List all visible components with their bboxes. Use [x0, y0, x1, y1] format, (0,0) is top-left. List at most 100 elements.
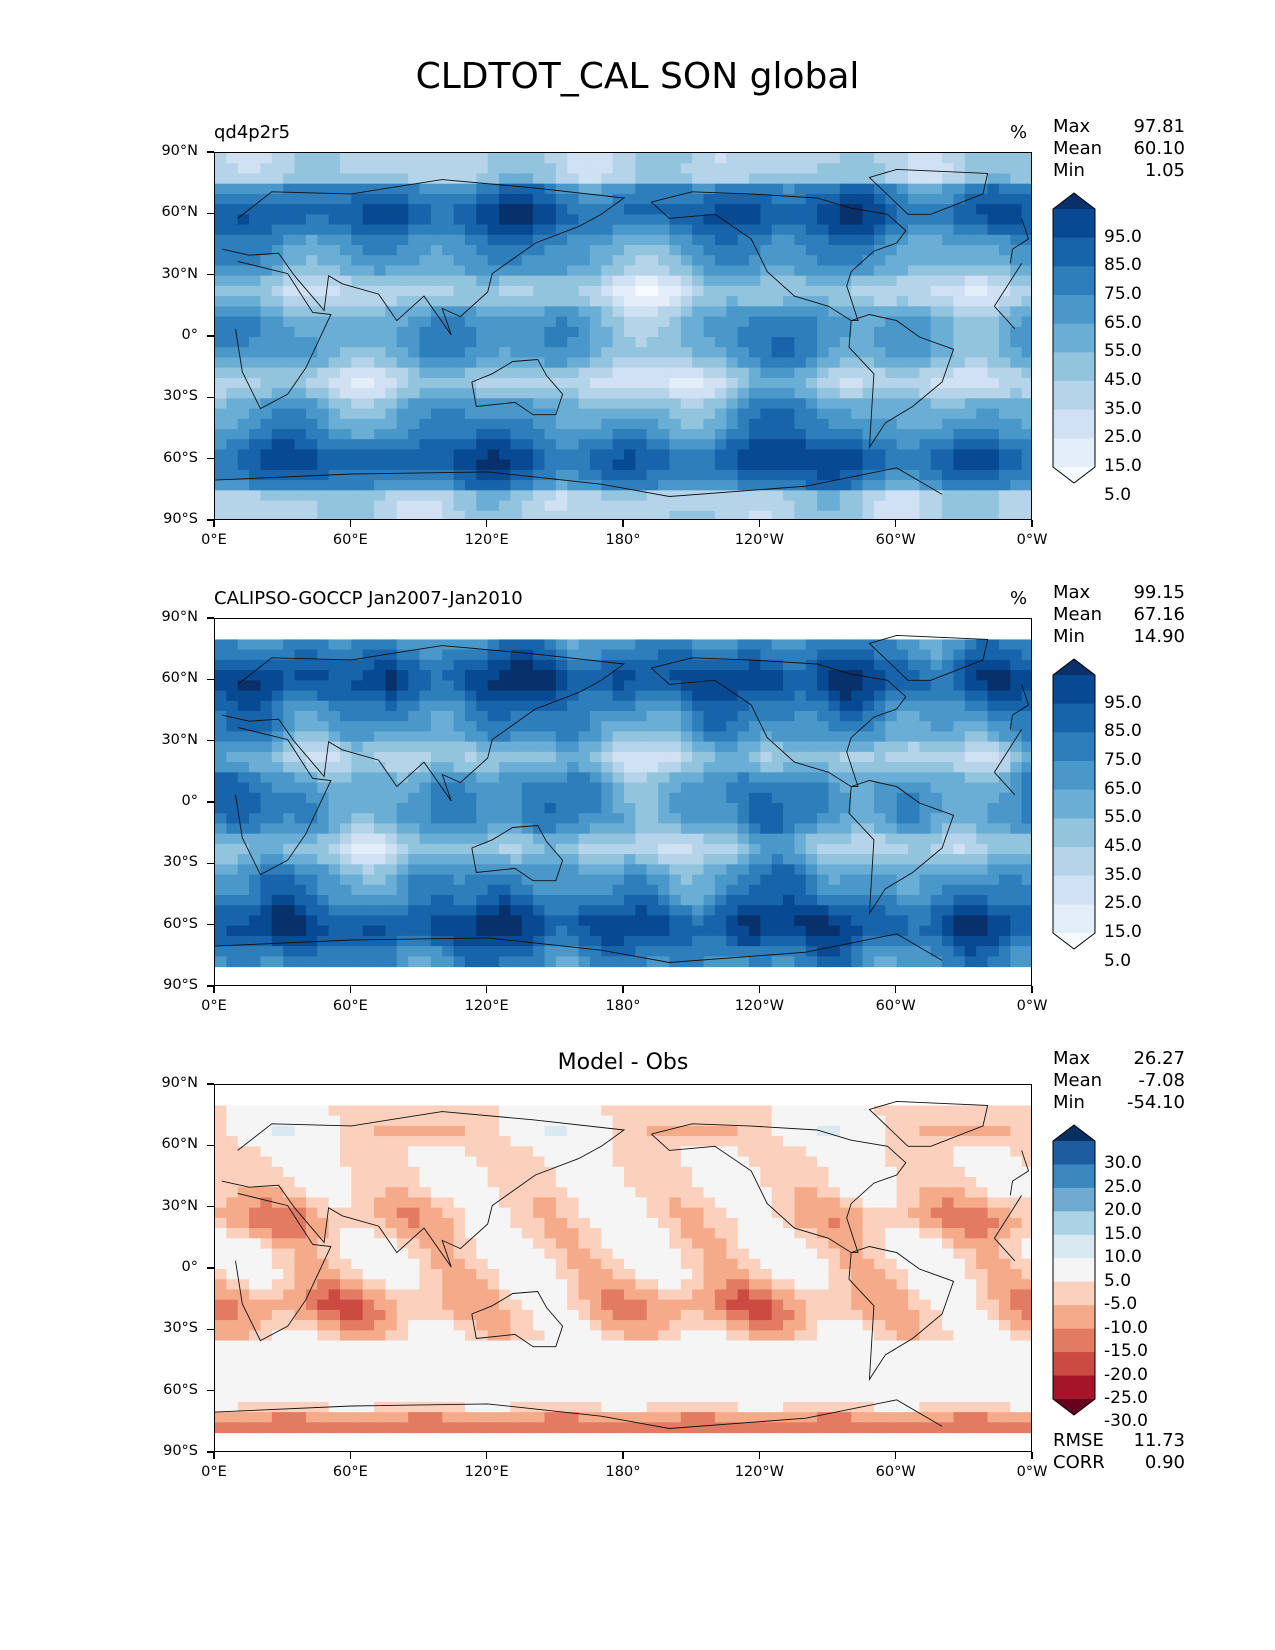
x-tick-mark: [1031, 1452, 1033, 1459]
colorbar-segment: [1053, 1328, 1095, 1353]
colorbar-segment: [1053, 732, 1095, 762]
colorbar-tick-label: -20.0: [1104, 1364, 1148, 1385]
colorbar-segment: [1053, 1375, 1095, 1400]
x-tick-label: 0°E: [201, 532, 227, 548]
x-tick-label: 60°E: [332, 998, 368, 1014]
x-tick-mark: [1031, 520, 1033, 527]
y-tick-label: 30°N: [161, 731, 198, 748]
colorbar-extend-top: [1053, 193, 1095, 209]
coastline: [650, 191, 907, 322]
y-tick-mark: [207, 151, 214, 153]
colorbar-tick-label: 75.0: [1104, 284, 1142, 304]
stat-mean: Mean 60.10: [1053, 138, 1185, 159]
x-tick-mark: [758, 1452, 761, 1459]
panel-title: CALIPSO-GOCCP Jan2007-Jan2010: [214, 588, 523, 609]
colorbar-segment: [1053, 1164, 1095, 1189]
colorbar-segment: [1053, 1305, 1095, 1330]
y-tick-label: 90°S: [163, 511, 198, 527]
x-tick-label: 120°E: [464, 532, 509, 548]
colorbar-segment: [1053, 818, 1095, 848]
y-tick-mark: [207, 985, 214, 987]
y-tick-mark: [207, 1267, 214, 1269]
colorbar-segment: [1053, 1258, 1095, 1283]
y-tick-mark: [207, 678, 214, 681]
map-svg: [215, 1085, 1031, 1451]
coastline: [650, 1123, 907, 1254]
colorbar-segment: [1053, 237, 1095, 267]
colorbar-tick-label: -5.0: [1104, 1294, 1138, 1315]
coastline: [215, 467, 943, 497]
colorbar-tick-label: 65.0: [1104, 312, 1142, 333]
y-tick-label: 30°S: [163, 388, 198, 405]
stat-max: Max 97.81: [1053, 116, 1185, 137]
y-tick-mark: [207, 1389, 214, 1392]
field-cells: [215, 639, 1031, 968]
y-tick-label: 30°N: [161, 265, 198, 282]
colorbar-tick-label: 35.0: [1104, 398, 1142, 419]
stat-min: Min -54.10: [1053, 1092, 1185, 1113]
x-tick-label: 180°: [605, 1464, 641, 1480]
y-tick-mark: [207, 923, 214, 926]
stats-box: Max 26.27 Mean -7.08 Min -54.10: [1053, 1048, 1185, 1114]
colorbar-segment: [1053, 1141, 1095, 1165]
colorbar-extend-bottom: [1053, 1399, 1095, 1415]
coastline: [235, 1192, 1022, 1342]
stat-corr: CORR 0.90: [1053, 1452, 1185, 1473]
x-tick-label: 60°W: [875, 1464, 916, 1480]
x-tick-mark: [485, 1452, 488, 1459]
coastline: [215, 933, 943, 963]
y-tick-mark: [207, 335, 214, 337]
y-tick-mark: [207, 617, 214, 619]
x-tick-mark: [213, 520, 215, 527]
coastline: [868, 634, 989, 681]
colorbar-segment: [1053, 875, 1095, 905]
stat-rmse: RMSE 11.73: [1053, 1430, 1185, 1451]
x-tick-mark: [213, 986, 215, 993]
coastline: [221, 179, 1030, 336]
x-tick-label: 120°W: [734, 532, 784, 548]
colorbar-tick-label: -15.0: [1104, 1341, 1148, 1362]
coastline: [848, 780, 955, 916]
y-tick-mark: [207, 1328, 214, 1331]
y-tick-mark: [207, 801, 214, 803]
colorbar-tick-label: 55.0: [1104, 807, 1142, 828]
colorbar-tick-label: 55.0: [1104, 341, 1142, 362]
x-tick-label: 0°E: [201, 1464, 227, 1480]
y-tick-label: 90°S: [163, 977, 198, 993]
coastline: [868, 168, 989, 215]
y-tick-mark: [207, 396, 214, 399]
y-tick-label: 0°: [181, 793, 198, 809]
y-tick-mark: [207, 1451, 214, 1453]
x-tick-mark: [622, 1452, 624, 1459]
y-tick-mark: [207, 1083, 214, 1085]
x-tick-mark: [758, 520, 761, 527]
y-tick-label: 90°S: [163, 1443, 198, 1459]
map-field: [214, 618, 1032, 986]
stat-min: Min 14.90: [1053, 626, 1185, 647]
coastline: [848, 1246, 955, 1382]
colorbar-segment: [1053, 438, 1095, 468]
x-tick-label: 60°E: [332, 532, 368, 548]
colorbar-tick-label: 45.0: [1104, 836, 1142, 856]
coastline: [868, 1100, 989, 1147]
colorbar-outline: [1052, 1124, 1096, 1416]
y-tick-label: 60°N: [161, 204, 198, 221]
colorbar-extend-top: [1053, 1125, 1095, 1141]
colorbar-segment: [1053, 789, 1095, 819]
colorbar-tick-label: 25.0: [1104, 427, 1142, 448]
x-tick-label: 60°W: [875, 532, 916, 548]
colorbar: [1052, 1124, 1096, 1416]
colorbar-tick-label: 5.0: [1104, 484, 1132, 505]
y-tick-label: 60°N: [161, 670, 198, 687]
x-tick-mark: [349, 986, 352, 993]
panel-title: Model - Obs: [557, 1050, 689, 1075]
colorbar-segment: [1053, 381, 1095, 411]
x-tick-label: 120°W: [734, 1464, 784, 1480]
y-tick-mark: [207, 519, 214, 521]
colorbar-extend-bottom: [1053, 933, 1095, 949]
y-tick-label: 60°S: [163, 449, 198, 466]
colorbar-tick-label: 15.0: [1104, 456, 1142, 476]
y-tick-mark: [207, 1144, 214, 1147]
coastline: [221, 645, 1030, 802]
y-tick-label: 90°N: [161, 609, 198, 625]
